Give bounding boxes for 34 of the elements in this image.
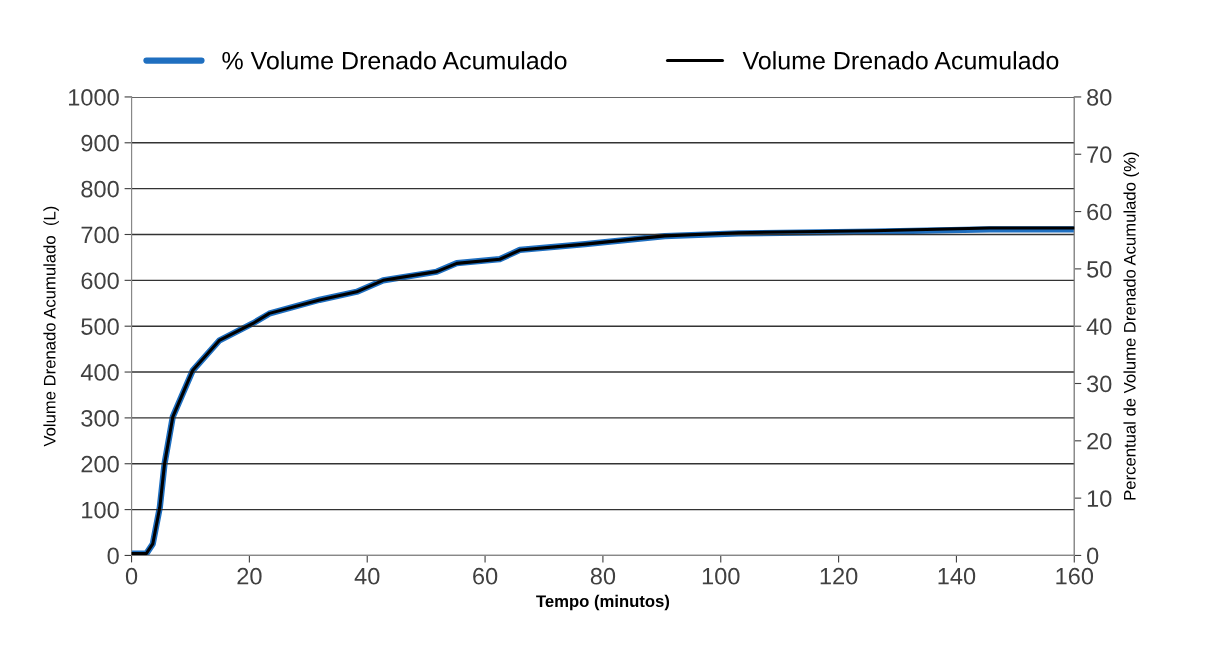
y-tick-label: 900 bbox=[81, 134, 119, 152]
x-tick-label: 40 bbox=[354, 567, 380, 585]
x-tick-label: 120 bbox=[820, 567, 858, 585]
y2-tick-label: 10 bbox=[1087, 490, 1112, 507]
y-tick-label: 300 bbox=[81, 409, 119, 427]
y2-tick-label: 40 bbox=[1086, 318, 1112, 335]
y-tick-label: 100 bbox=[82, 501, 119, 519]
x-tick-label: 100 bbox=[702, 567, 740, 585]
y-tick-label: 800 bbox=[81, 180, 119, 198]
y-tick-label: 200 bbox=[81, 455, 119, 473]
y-tick-label: 500 bbox=[81, 318, 119, 335]
y2-tick-label: 60 bbox=[1087, 203, 1112, 221]
x-tick-label: 140 bbox=[938, 567, 976, 585]
x-tick-label: 80 bbox=[590, 567, 616, 585]
x-tick-label: 20 bbox=[237, 567, 262, 585]
y-tick-label: 700 bbox=[81, 226, 119, 244]
y-tick-label: 1000 bbox=[69, 89, 119, 106]
y-axis-title: Volume Drenado Acumulado (L) bbox=[43, 206, 59, 447]
x-tick-label: 60 bbox=[473, 567, 498, 585]
x-tick-label: 160 bbox=[1056, 567, 1094, 585]
y-tick-label: 0 bbox=[107, 547, 119, 565]
x-tick-label: 0 bbox=[125, 567, 138, 585]
y2-tick-label: 30 bbox=[1086, 375, 1112, 393]
x-axis-title: Tempo (minutos) bbox=[536, 594, 670, 611]
y2-axis-title: Percentual de Volume Drenado Acumulado (%) bbox=[1123, 152, 1139, 500]
y-tick-label: 400 bbox=[80, 364, 119, 381]
y2-tick-label: 70 bbox=[1087, 146, 1112, 164]
y2-tick-label: 20 bbox=[1087, 432, 1112, 450]
legend-label: % Volume Drenado Acumulado bbox=[222, 51, 567, 70]
y2-tick-label: 80 bbox=[1087, 89, 1112, 106]
legend-label: Volume Drenado Acumulado bbox=[742, 51, 1059, 70]
y2-tick-label: 0 bbox=[1087, 547, 1099, 565]
y2-tick-label: 50 bbox=[1087, 260, 1112, 278]
y-tick-label: 600 bbox=[81, 272, 119, 290]
